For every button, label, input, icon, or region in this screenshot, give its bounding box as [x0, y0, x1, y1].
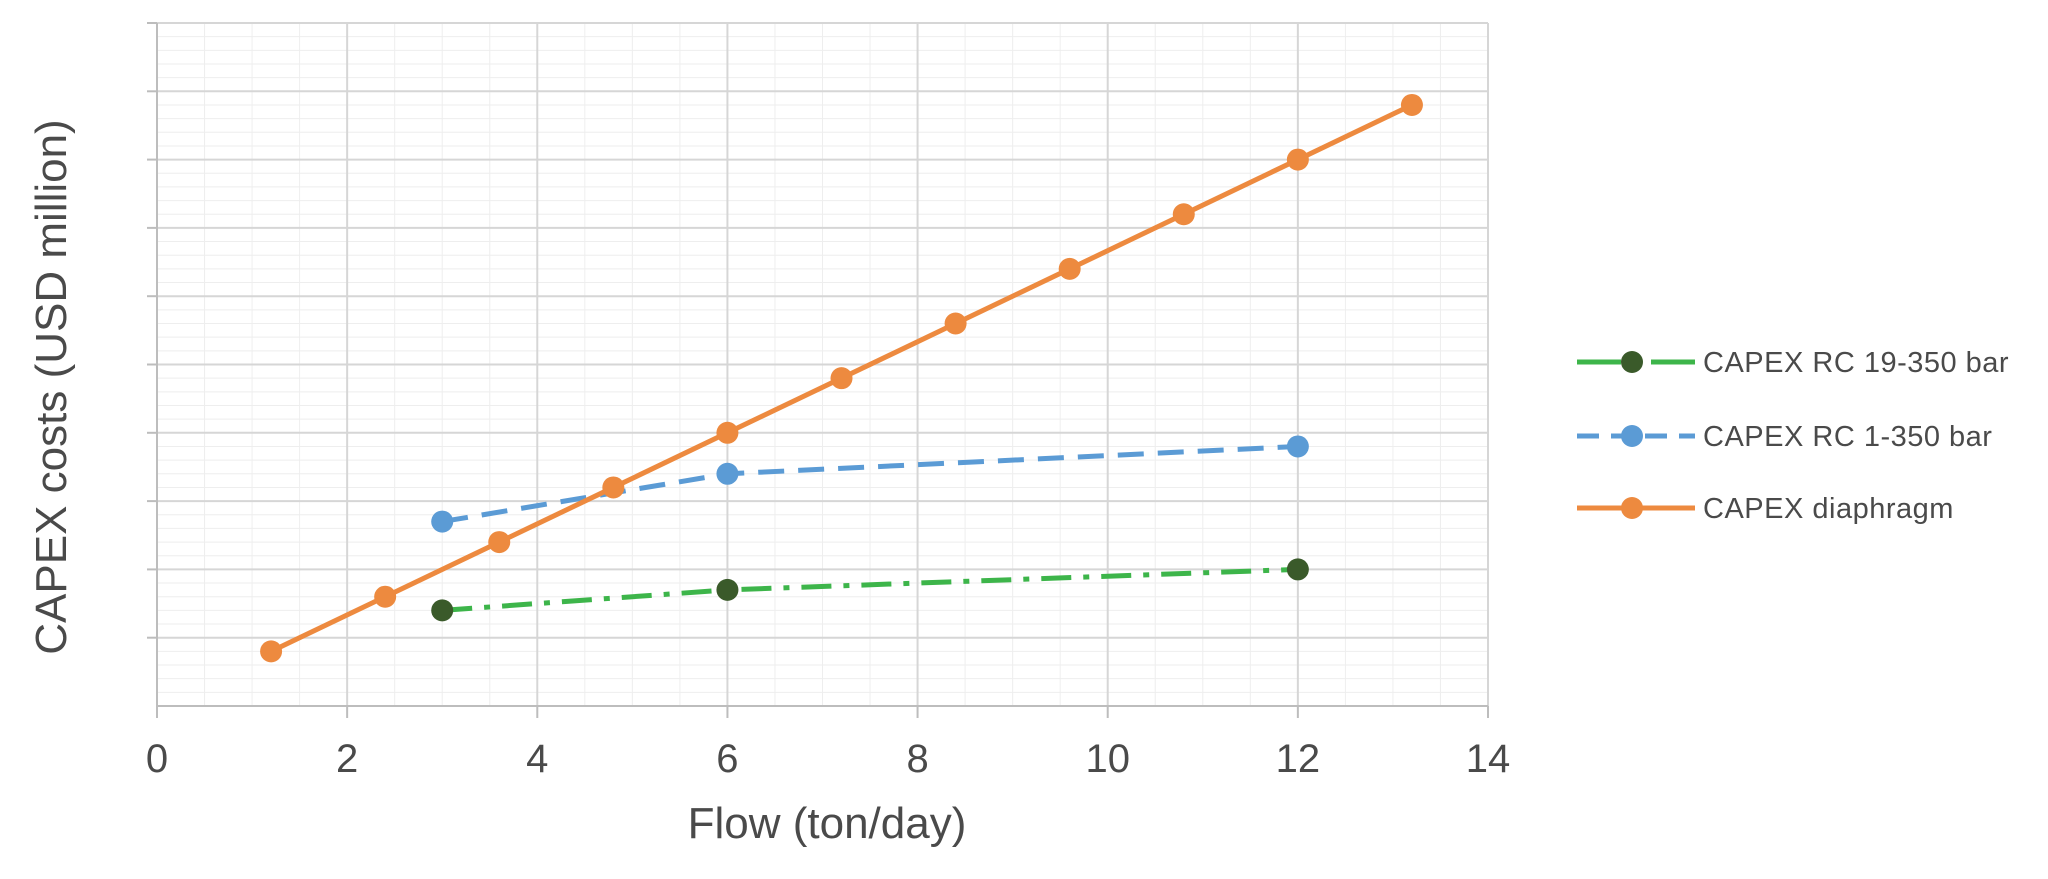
data-point-capex-diaphragm	[716, 421, 739, 444]
x-tick-label: 12	[1276, 737, 1321, 781]
axes	[147, 22, 1489, 718]
legend-marker-0	[1621, 351, 1643, 373]
grid	[157, 22, 1489, 706]
legend-marker-1	[1621, 425, 1643, 447]
data-point-capex-rc-19-350-bar	[1286, 558, 1309, 581]
series-layer	[260, 93, 1423, 663]
data-point-capex-diaphragm	[1400, 93, 1423, 116]
legend-label-1: CAPEX RC 1-350 bar	[1703, 421, 1992, 453]
data-point-capex-diaphragm	[374, 585, 397, 608]
data-point-capex-diaphragm	[1286, 148, 1309, 171]
data-point-capex-diaphragm	[830, 367, 853, 390]
x-tick-label: 0	[146, 737, 168, 781]
x-tick-label: 8	[906, 737, 928, 781]
data-point-capex-rc-19-350-bar	[431, 599, 454, 622]
legend-label-2: CAPEX diaphragm	[1703, 493, 1954, 525]
data-point-capex-diaphragm	[944, 312, 967, 335]
data-point-capex-diaphragm	[1172, 203, 1195, 226]
data-point-capex-diaphragm	[260, 640, 283, 663]
x-tick-label: 6	[716, 737, 738, 781]
x-tick-label: 10	[1085, 737, 1130, 781]
data-point-capex-rc-1-350-bar	[1286, 435, 1309, 458]
x-tick-label: 14	[1466, 737, 1511, 781]
data-point-capex-diaphragm	[1058, 257, 1081, 280]
data-point-capex-rc-1-350-bar	[716, 462, 739, 485]
data-point-capex-rc-1-350-bar	[431, 510, 454, 533]
data-point-capex-diaphragm	[602, 476, 625, 499]
x-tick-label: 4	[526, 737, 548, 781]
legend-marker-2	[1621, 497, 1643, 519]
data-point-capex-diaphragm	[488, 531, 511, 554]
x-axis-title: Flow (ton/day)	[688, 799, 967, 848]
x-tick-labels: 0 2 4 6 8 10 12 14	[146, 737, 1510, 781]
data-point-capex-rc-19-350-bar	[716, 578, 739, 601]
y-axis-title: CAPEX costs (USD million)	[27, 119, 76, 654]
legend: CAPEX RC 19-350 bar CAPEX RC 1-350 bar CAP…	[1577, 347, 2009, 525]
x-tick-label: 2	[336, 737, 358, 781]
legend-label-0: CAPEX RC 19-350 bar	[1703, 347, 2009, 379]
